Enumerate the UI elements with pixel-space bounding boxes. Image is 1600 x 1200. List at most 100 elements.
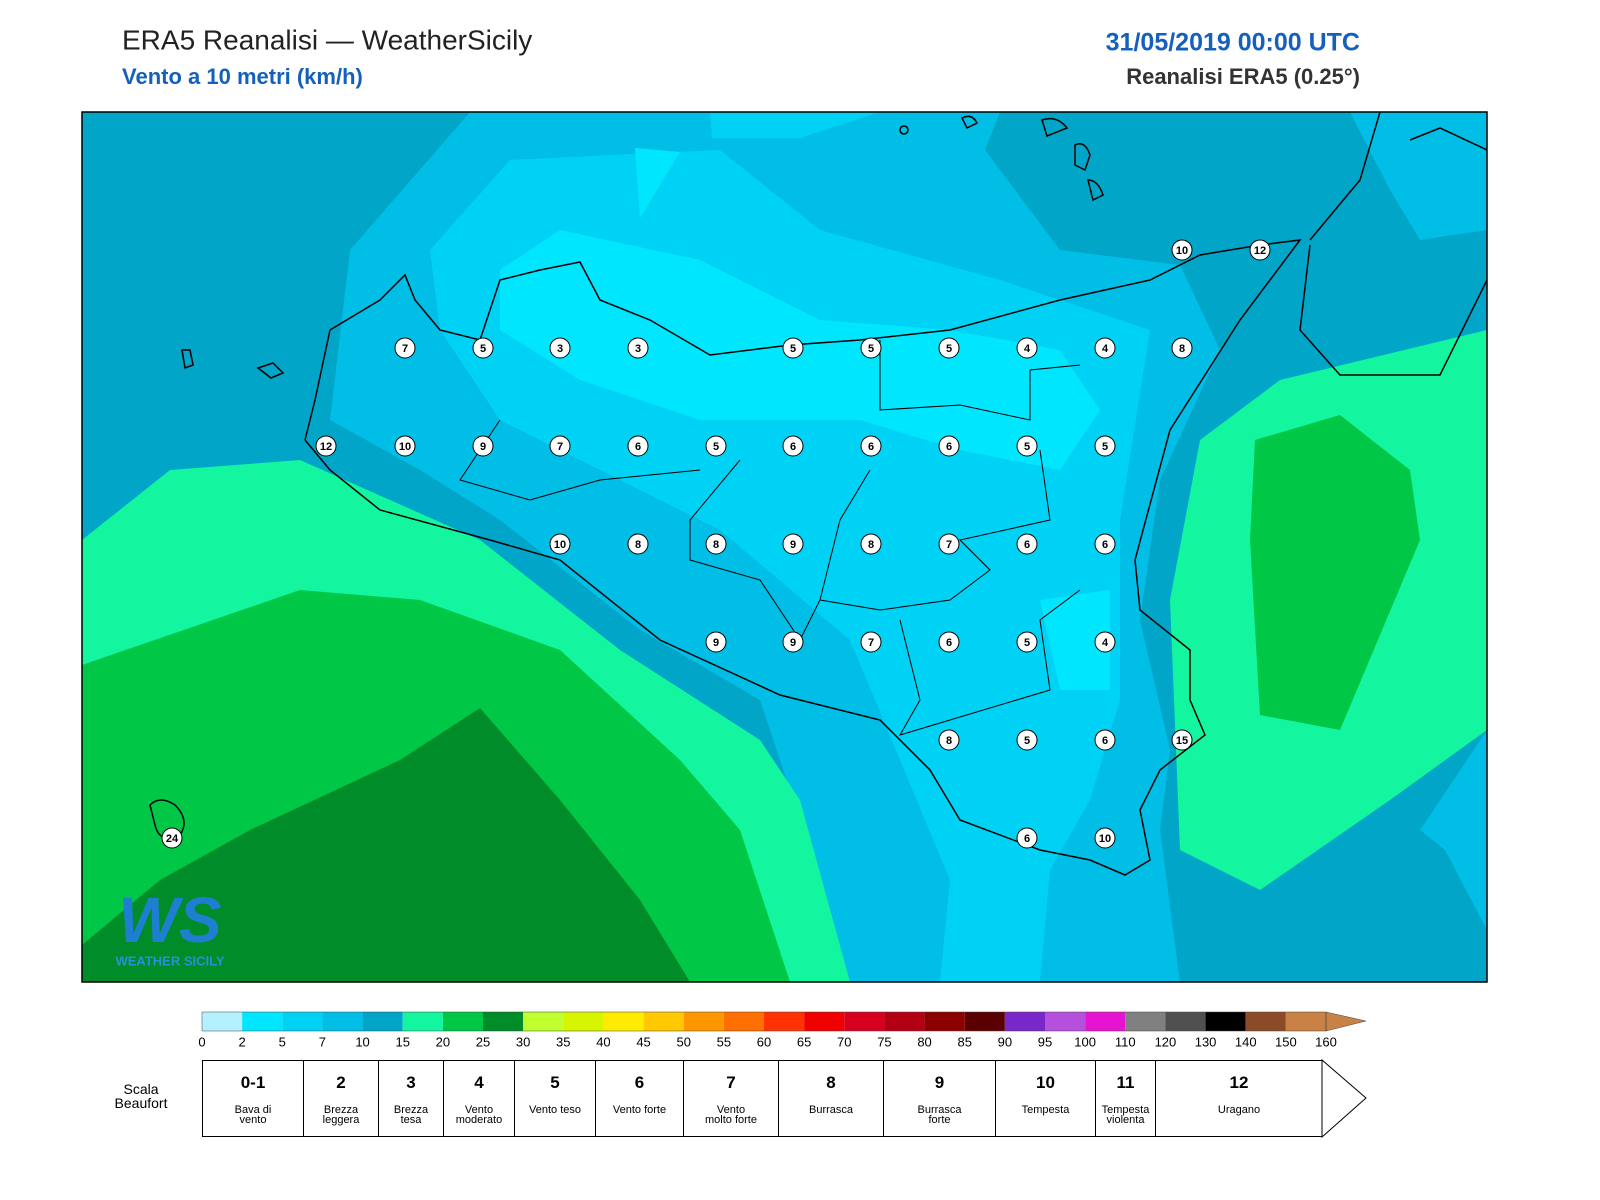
colorbar-tick-label: 5 (279, 1034, 286, 1049)
station-value: 5 (946, 343, 952, 355)
station-value: 9 (480, 441, 486, 453)
colorbar-swatch (1245, 1012, 1286, 1031)
station-marker (1016, 631, 1038, 653)
colorbar-tick-label: 25 (476, 1034, 490, 1049)
colorbar-tick-label: 7 (319, 1034, 326, 1049)
colorbar-swatch (282, 1012, 323, 1031)
station-value: 5 (868, 343, 874, 355)
station-marker (1094, 729, 1116, 751)
station-value: 5 (790, 343, 796, 355)
station-marker (860, 533, 882, 555)
colorbar-swatch (924, 1012, 965, 1031)
station-marker (782, 435, 804, 457)
beaufort-force: 6 (634, 1073, 645, 1092)
station-value: 5 (1102, 441, 1108, 453)
station-value: 12 (1254, 245, 1266, 257)
station-value: 5 (480, 343, 486, 355)
station-marker (1094, 337, 1116, 359)
station-value: 5 (1024, 637, 1030, 649)
beaufort-force: 12 (1229, 1073, 1249, 1092)
beaufort-force: 11 (1116, 1073, 1135, 1092)
beaufort-level: 12 Uragano (1155, 1060, 1322, 1137)
colorbar-tick-label: 20 (436, 1034, 450, 1049)
colorbar-swatch (1004, 1012, 1045, 1031)
station-value: 10 (399, 441, 411, 453)
beaufort-label: Vento teso (529, 1104, 581, 1116)
station-marker (1094, 435, 1116, 457)
station-value: 6 (946, 637, 952, 649)
beaufort-level: 8 Burrasca (778, 1060, 883, 1137)
colorbar-tick-label: 130 (1195, 1034, 1217, 1049)
station-value: 9 (790, 637, 796, 649)
colorbar-swatch (964, 1012, 1005, 1031)
beaufort-level: 10 Tempesta (995, 1060, 1095, 1137)
colorbar-tick-label: 110 (1115, 1034, 1136, 1049)
colorbar-swatch (804, 1012, 845, 1031)
station-value: 10 (1099, 833, 1111, 845)
station-marker (394, 435, 416, 457)
station-value: 8 (635, 539, 641, 551)
colorbar-swatch (442, 1012, 483, 1031)
station-marker (782, 631, 804, 653)
colorbar-tick-label: 100 (1074, 1034, 1096, 1049)
station-marker (1094, 631, 1116, 653)
station-marker (1016, 827, 1038, 849)
beaufort-label: Bava di vento (234, 1104, 272, 1126)
beaufort-title: Scala Beaufort (114, 1081, 168, 1111)
beaufort-label: Vento moderato (455, 1104, 503, 1126)
station-value: 5 (1024, 735, 1030, 747)
colorbar-tick-label: 0 (198, 1034, 205, 1049)
beaufort-level: 2 Brezza leggera (303, 1060, 378, 1137)
beaufort-label: Uragano (1217, 1104, 1261, 1116)
station-marker (938, 337, 960, 359)
colorbar-swatch (563, 1012, 604, 1031)
station-value: 15 (1176, 735, 1188, 747)
beaufort-level: 11 Tempesta violenta (1095, 1060, 1155, 1137)
source: Reanalisi ERA5 (0.25°) (1126, 64, 1360, 89)
colorbar-tick-label: 35 (556, 1034, 570, 1049)
colorbar-swatch (723, 1012, 764, 1031)
colorbar-tick-label: 30 (516, 1034, 530, 1049)
station-value: 6 (1024, 833, 1030, 845)
colorbar-tick-label: 160 (1315, 1034, 1337, 1049)
beaufort-label: Brezza leggera (322, 1104, 360, 1126)
station-marker (938, 533, 960, 555)
beaufort-label: Brezza tesa (393, 1104, 429, 1126)
station-value: 6 (790, 441, 796, 453)
station-value: 4 (1102, 637, 1109, 649)
contour (82, 708, 690, 982)
colorbar-arrow (1325, 1011, 1367, 1032)
station-value: 8 (868, 539, 874, 551)
beaufort-level: 9 Burrasca forte (883, 1060, 995, 1137)
title: ERA5 Reanalisi — WeatherSicily (122, 24, 532, 55)
colorbar-tick-label: 70 (837, 1034, 851, 1049)
beaufort-force: 0-1 (240, 1073, 266, 1092)
station-marker (627, 435, 649, 457)
colorbar-tick-label: 60 (757, 1034, 771, 1049)
colorbar-swatch (1045, 1012, 1086, 1031)
beaufort-force: 8 (826, 1073, 836, 1092)
colorbar-tick-label: 2 (239, 1034, 246, 1049)
beaufort-label: Burrasca forte (917, 1104, 962, 1126)
colorbar-tick-label: 50 (676, 1034, 690, 1049)
station-value: 8 (1179, 343, 1185, 355)
colorbar-swatch (523, 1012, 564, 1031)
station-value: 6 (1102, 735, 1108, 747)
colorbar-swatch (1165, 1012, 1206, 1031)
colorbar-tick-label: 140 (1235, 1034, 1257, 1049)
beaufort-force: 2 (336, 1073, 346, 1092)
colorbar-swatch (643, 1012, 684, 1031)
colorbar-swatch (1205, 1012, 1246, 1031)
beaufort-level: 3 Brezza tesa (378, 1060, 443, 1137)
station-value: 5 (1024, 441, 1030, 453)
station-marker (394, 337, 416, 359)
colorbar-tick-label: 45 (636, 1034, 650, 1049)
beaufort-force: 10 (1036, 1073, 1055, 1092)
beaufort-force: 7 (726, 1073, 736, 1092)
colorbar: 0 2 5 7 10 15 20 25 30 35 40 45 50 55 60 65 70 75 80 85 90 95… (198, 1011, 1367, 1049)
station-value: 6 (1102, 539, 1108, 551)
station-marker (1016, 729, 1038, 751)
station-marker (472, 337, 494, 359)
station-value: 10 (1176, 245, 1188, 257)
